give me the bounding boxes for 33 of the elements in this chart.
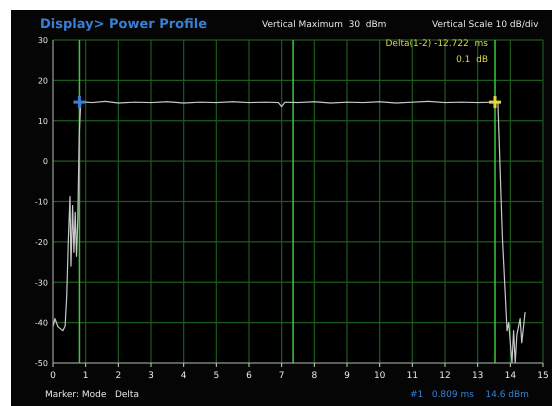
x-tick-label: 6	[246, 371, 252, 381]
y-tick-label: -40	[34, 318, 48, 328]
y-tick-label: -10	[34, 198, 48, 206]
x-tick-label: 13	[472, 371, 484, 381]
line-series	[52, 100, 526, 364]
y-tick-label: 30	[38, 36, 48, 45]
x-tick-label: 10	[374, 371, 386, 381]
x-tick-label: 4	[180, 371, 187, 381]
x-tick-label: 1	[82, 371, 89, 381]
y-tick-label: -50	[34, 359, 48, 368]
x-tick-label: 5	[213, 371, 220, 381]
x-tick-label: 11	[406, 371, 418, 381]
y-tick-label: 20	[38, 76, 48, 86]
annotation: 0.1 dB	[456, 55, 488, 65]
x-tick-label: 7	[278, 371, 285, 381]
y-tick-label: 10	[38, 116, 48, 126]
text: Vertical Maximum 30 dBm	[262, 20, 386, 30]
text: #1 0.809 ms 14.6 dBm	[410, 390, 529, 400]
x-tick-label: 8	[311, 371, 318, 381]
y-tick-label: 0	[42, 157, 48, 166]
chart-title: Display> Power Profile	[40, 17, 208, 32]
x-tick-label: 15	[537, 371, 549, 381]
x-tick-label: 0	[50, 371, 56, 381]
y-tick-label: -20	[34, 238, 48, 247]
text: Marker: Mode Delta	[45, 390, 139, 400]
x-tick-label: 9	[344, 371, 350, 381]
x-tick-label: 2	[115, 371, 122, 381]
x-tick-label: 3	[148, 371, 154, 381]
x-tick-label: 12	[439, 371, 451, 381]
text: Vertical Scale 10 dB/div	[432, 20, 540, 30]
x-tick-label: 14	[504, 371, 516, 381]
y-tick-label: -30	[34, 278, 48, 288]
annotation: Delta(1-2) -12.722 ms	[385, 39, 488, 49]
